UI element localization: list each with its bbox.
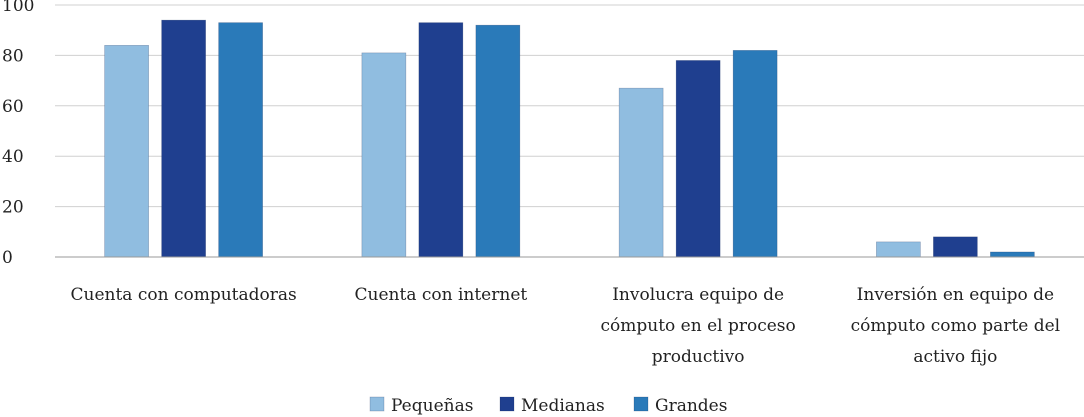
category-label-line: productivo bbox=[652, 347, 745, 367]
legend-label-medianas: Medianas bbox=[521, 396, 605, 416]
gridlines bbox=[55, 4, 1084, 208]
category-label-line: Inversión en equipo de bbox=[857, 285, 1054, 305]
y-tick-label: 40 bbox=[2, 147, 24, 167]
bar-medianas-2 bbox=[675, 60, 721, 258]
bar-pequeñas-1 bbox=[361, 52, 407, 258]
legend-swatch-medianas bbox=[499, 396, 515, 412]
bar-pequeñas-2 bbox=[618, 87, 664, 258]
legend-swatch-pequeñas bbox=[369, 396, 385, 412]
bar-grandes-3 bbox=[990, 251, 1035, 258]
category-label-line: cómputo en el proceso bbox=[600, 316, 795, 336]
category-label-0: Cuenta con computadoras bbox=[71, 285, 297, 305]
bar-grandes-0 bbox=[218, 22, 263, 258]
y-tick-label: 80 bbox=[2, 46, 24, 66]
bar-pequeñas-3 bbox=[876, 241, 921, 258]
category-label-line: cómputo como parte del bbox=[851, 316, 1061, 336]
bar-medianas-3 bbox=[933, 236, 978, 258]
y-tick-label: 0 bbox=[2, 248, 13, 268]
category-labels: Cuenta con computadoras Cuenta con intern… bbox=[71, 285, 1061, 367]
legend-label-pequeñas: Pequeñas bbox=[391, 396, 473, 416]
bars bbox=[104, 19, 1035, 258]
bar-pequeñas-0 bbox=[104, 45, 149, 258]
category-label-line: Involucra equipo de bbox=[612, 285, 784, 305]
y-tick-label: 60 bbox=[2, 97, 24, 117]
category-label-line: activo fijo bbox=[913, 347, 997, 367]
y-axis-ticks: 0 20 40 60 80 100 bbox=[2, 0, 34, 268]
bar-grandes-1 bbox=[475, 24, 521, 258]
bar-medianas-0 bbox=[161, 19, 206, 258]
y-tick-label: 20 bbox=[2, 198, 24, 218]
legend-label-grandes: Grandes bbox=[655, 396, 727, 416]
y-tick-label: 100 bbox=[2, 0, 34, 16]
category-label-2: Involucra equipo de cómputo en el proceso… bbox=[600, 285, 795, 367]
category-label-3: Inversión en equipo de cómputo como parte… bbox=[851, 285, 1061, 367]
legend: Pequeñas Medianas Grandes bbox=[369, 396, 727, 416]
category-label-1: Cuenta con internet bbox=[355, 285, 528, 305]
category-label-line: Cuenta con computadoras bbox=[71, 285, 297, 305]
category-label-line: Cuenta con internet bbox=[355, 285, 528, 305]
bar-grandes-2 bbox=[732, 50, 778, 258]
legend-swatch-grandes bbox=[633, 396, 649, 412]
bar-medianas-1 bbox=[418, 22, 464, 258]
